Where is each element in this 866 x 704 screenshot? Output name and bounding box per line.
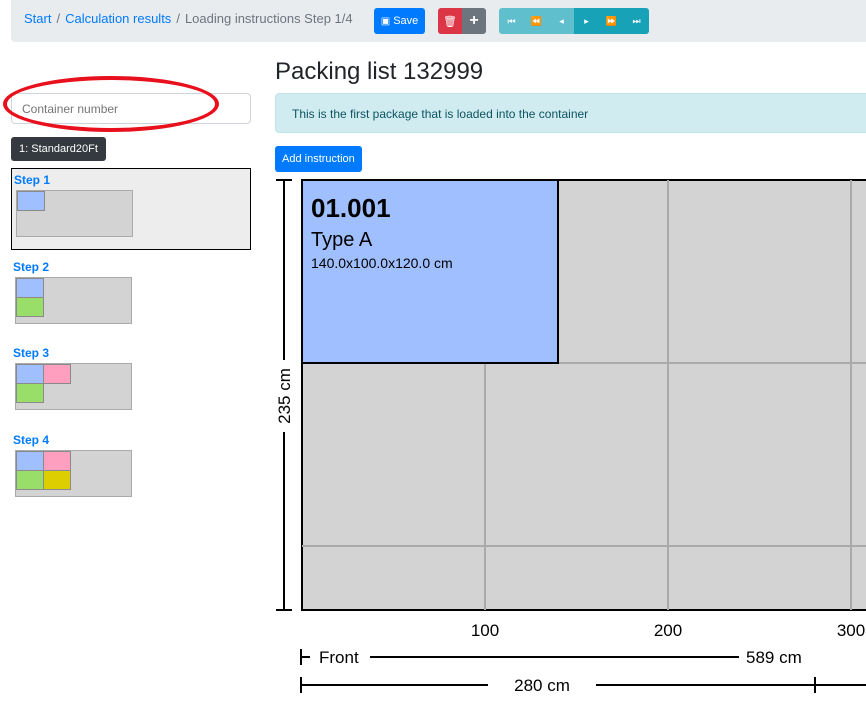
last-icon: ⏭ [632,15,641,26]
height-dimension [276,179,292,611]
trash-icon: 🗑 [443,15,457,28]
rewind-icon: ⏪ [530,15,543,26]
length-dimension [300,649,739,665]
step-preview [16,190,133,237]
floppy-icon: ▣ [380,15,391,27]
width-label: 280 cm [514,676,570,695]
first-icon: ⏮ [507,15,516,26]
step-2[interactable]: Step 2 [11,256,251,338]
breadcrumb-start[interactable]: Start [24,11,52,26]
step-forward-icon: ▸ [584,15,589,26]
height-label: 235 cm [275,368,294,424]
delete-button[interactable]: 🗑 [438,8,462,34]
rewind-button[interactable]: ⏪ [524,8,549,34]
package-id: 01.001 [311,193,391,223]
breadcrumb: Start / Calculation results / Loading instru… [24,11,370,26]
step-back-button[interactable]: ◂ [549,8,574,34]
info-alert: This is the first package that is loaded… [275,93,866,133]
container-number-input[interactable] [11,93,251,124]
fast-forward-button[interactable]: ⏩ [599,8,624,34]
save-button[interactable]: ▣ Save [374,8,425,34]
last-button[interactable]: ⏭ [624,8,649,34]
container-badge[interactable]: 1: Standard20Ft [11,137,106,161]
step-preview [15,277,132,324]
package-type: Type A [311,229,373,251]
tick-label: 200 [654,621,682,640]
first-button[interactable]: ⏮ [499,8,524,34]
width-dimension [300,677,866,693]
tick-label: 100 [471,621,499,640]
step-3[interactable]: Step 3 [11,342,251,424]
step-back-icon: ◂ [559,15,564,26]
page-title: Packing list 132999 [275,58,484,85]
breadcrumb-results[interactable]: Calculation results [65,11,172,26]
add-instruction-button[interactable]: Add instruction [275,146,362,172]
step-forward-button[interactable]: ▸ [574,8,599,34]
step-1[interactable]: Step 1 [11,168,251,250]
breadcrumb-current: Loading instructions Step 1/4 [184,11,353,26]
step-preview [15,450,132,497]
package-dims: 140.0x100.0x120.0 cm [311,255,453,271]
tick-label: 300 [837,621,865,640]
breadcrumb-separator: / [56,11,61,26]
length-label: 589 cm [746,648,802,667]
front-label: Front [319,648,359,667]
step-preview [15,363,132,410]
fast-forward-icon: ⏩ [605,15,618,26]
package-box[interactable] [301,179,559,364]
add-button[interactable]: + [462,8,486,34]
step-4[interactable]: Step 4 [11,429,251,511]
breadcrumb-separator: / [176,11,180,26]
